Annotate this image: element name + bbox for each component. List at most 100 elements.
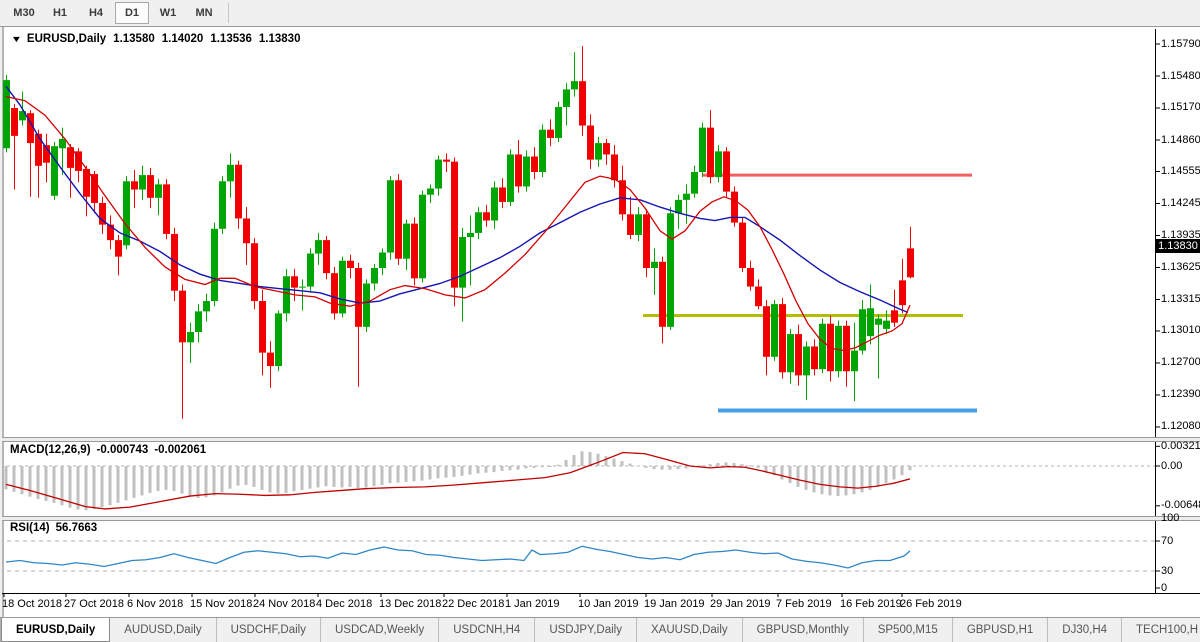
candle-body xyxy=(747,268,754,287)
candle-body xyxy=(499,187,506,201)
macd-histogram-bar xyxy=(125,466,128,500)
candle-body xyxy=(763,306,770,357)
rsi-axis-label: 0 xyxy=(1161,582,1167,594)
macd-histogram-bar xyxy=(349,466,352,487)
candle-body xyxy=(451,162,458,288)
macd-histogram-bar xyxy=(261,466,264,490)
candle-body xyxy=(195,311,202,332)
candle-body xyxy=(483,212,490,220)
candle-body xyxy=(723,151,730,191)
candle-body xyxy=(155,184,162,197)
macd-histogram-bar xyxy=(469,466,472,475)
macd-histogram-bar xyxy=(853,466,856,494)
candle-body xyxy=(867,308,874,336)
macd-histogram-bar xyxy=(525,466,528,468)
candle-body xyxy=(579,81,586,125)
macd-histogram-bar xyxy=(373,466,376,486)
price-axis-label: 1.13315 xyxy=(1161,293,1200,305)
macd-histogram-bar xyxy=(741,464,744,466)
macd-histogram-bar xyxy=(397,466,400,483)
macd-histogram-bar xyxy=(285,466,288,493)
macd-histogram-bar xyxy=(253,466,256,487)
candle-body xyxy=(779,304,786,372)
macd-histogram-bar xyxy=(405,466,408,482)
candle-body xyxy=(51,146,58,196)
candle-body xyxy=(371,268,378,283)
time-axis-label: 10 Jan 2019 xyxy=(578,598,639,610)
macd-value: -0.000743 xyxy=(97,444,149,456)
time-axis-label: 22 Dec 2018 xyxy=(442,598,504,610)
candle-body xyxy=(387,180,394,252)
macd-histogram-bar xyxy=(5,466,8,489)
macd-histogram-bar xyxy=(293,466,296,491)
symbol-dropdown-icon[interactable]: ▼ xyxy=(11,34,23,44)
candle-body xyxy=(179,291,186,343)
macd-histogram-bar xyxy=(797,466,800,487)
price-axis-label: 1.14245 xyxy=(1161,197,1200,209)
candle-body xyxy=(115,240,122,257)
candle-body xyxy=(835,326,842,371)
macd-histogram-bar xyxy=(677,466,680,469)
macd-histogram-bar xyxy=(685,466,688,468)
candle-body xyxy=(587,126,594,160)
macd-histogram-bar xyxy=(341,466,344,487)
macd-histogram-bar xyxy=(749,465,752,466)
pane-splitter-rsi[interactable] xyxy=(2,516,1200,521)
candle-body xyxy=(523,157,530,187)
candle-body xyxy=(363,283,370,326)
candle-body xyxy=(403,224,410,259)
candle-body xyxy=(331,273,338,313)
macd-histogram-bar xyxy=(301,466,304,490)
macd-histogram-bar xyxy=(829,466,832,495)
candle-body xyxy=(419,195,426,279)
macd-histogram-bar xyxy=(885,466,888,483)
candle-body xyxy=(563,89,570,107)
macd-histogram-bar xyxy=(429,466,432,479)
macd-histogram-bar xyxy=(245,466,248,485)
macd-histogram-bar xyxy=(701,465,704,466)
candle-body xyxy=(427,189,434,195)
macd-histogram-bar xyxy=(837,466,840,496)
candle-body xyxy=(435,160,442,189)
macd-histogram-bar xyxy=(717,463,720,466)
candle-body xyxy=(187,332,194,342)
macd-histogram-bar xyxy=(365,466,368,487)
macd-histogram-bar xyxy=(629,464,632,466)
macd-histogram-bar xyxy=(661,466,664,470)
macd-histogram-bar xyxy=(77,466,80,510)
macd-histogram-bar xyxy=(165,466,168,490)
macd-histogram-bar xyxy=(565,460,568,466)
candle-body xyxy=(875,319,882,325)
candle-body xyxy=(275,313,282,366)
macd-indicator-label: MACD(12,26,9)-0.000743-0.002061 xyxy=(10,444,206,456)
macd-histogram-bar xyxy=(333,466,336,487)
candle-body xyxy=(307,254,314,287)
macd-histogram-bar xyxy=(509,466,512,470)
price-axis-label: 1.12080 xyxy=(1161,420,1200,432)
macd-histogram-bar xyxy=(269,466,272,492)
rsi-line xyxy=(6,546,910,568)
macd-histogram-bar xyxy=(485,466,488,473)
candle-body xyxy=(347,261,354,268)
time-axis-label: 27 Oct 2018 xyxy=(64,598,124,610)
candle-body xyxy=(251,243,258,301)
time-axis-label: 16 Feb 2019 xyxy=(840,598,902,610)
candle-body xyxy=(691,172,698,194)
candle-body xyxy=(443,160,450,162)
candle-body xyxy=(891,310,898,322)
candle-body xyxy=(267,353,274,366)
macd-signal-value: -0.002061 xyxy=(154,444,206,456)
pane-splitter-macd[interactable] xyxy=(2,437,1200,442)
macd-histogram-bar xyxy=(501,466,504,471)
macd-histogram-bar xyxy=(109,466,112,505)
time-axis-label: 26 Feb 2019 xyxy=(900,598,962,610)
candle-body xyxy=(659,262,666,327)
macd-histogram-bar xyxy=(477,466,480,473)
candle-body xyxy=(139,175,146,189)
chart-canvas[interactable] xyxy=(0,0,1200,642)
macd-axis-label: 0.00 xyxy=(1161,460,1182,472)
candle-body xyxy=(531,157,538,172)
candle-body xyxy=(699,128,706,172)
macd-histogram-bar xyxy=(549,466,552,467)
macd-histogram-bar xyxy=(157,466,160,491)
